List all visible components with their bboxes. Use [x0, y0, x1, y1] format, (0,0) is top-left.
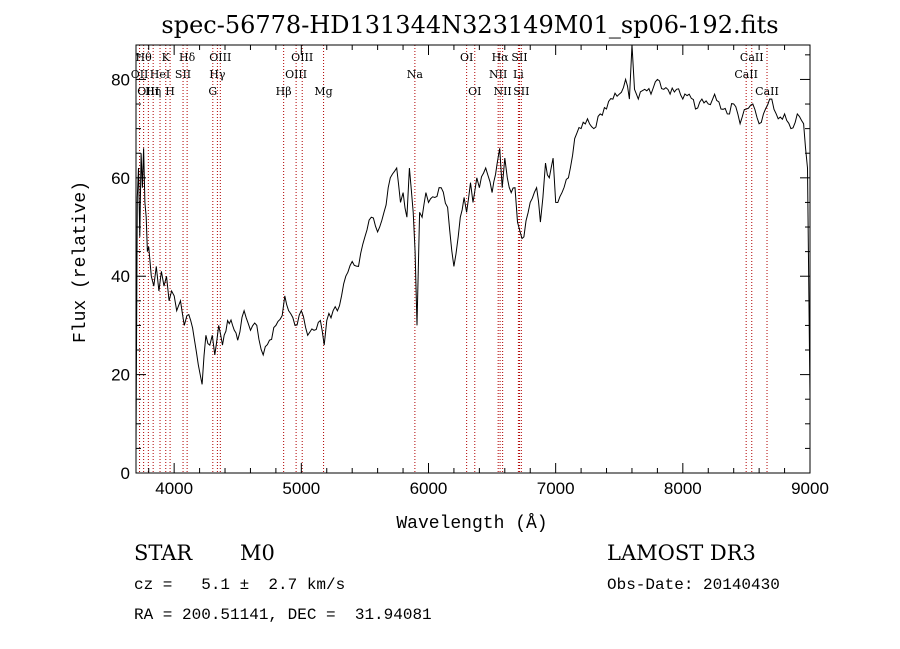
y-tick-label-4: 80: [111, 70, 130, 89]
line-label-2: OIII: [137, 85, 159, 98]
line-label-9: G: [208, 85, 217, 98]
spectrum-line: [135, 44, 811, 449]
line-label-10: Hγ: [209, 68, 226, 81]
x-axis-label: Wavelength (Å): [396, 513, 547, 534]
line-label-5: K: [162, 51, 171, 64]
line-label-24: SII: [513, 85, 529, 98]
line-label-17: OI: [460, 51, 473, 64]
chart-title: spec-56778-HD131344N323149M01_sp06-192.f…: [161, 11, 778, 39]
line-label-26: CaII: [740, 51, 764, 64]
line-label-13: OIII: [285, 68, 307, 81]
line-label-0: OII: [131, 68, 149, 81]
x-tick-label-1: 5000: [282, 479, 320, 498]
object-class: STAR: [134, 541, 193, 565]
line-label-18: OI: [468, 85, 481, 98]
line-label-14: OIII: [291, 51, 313, 64]
observation-date: Obs-Date: 20140430: [607, 576, 780, 594]
line-label-16: Na: [407, 68, 424, 81]
line-label-20: Hα: [492, 51, 510, 64]
coordinates: RA = 200.51141, DEC = 31.94081: [134, 606, 432, 624]
object-subclass: M0: [240, 541, 275, 565]
x-tick-label-4: 8000: [664, 479, 702, 498]
line-label-15: Mg: [314, 85, 332, 98]
y-tick-label-0: 0: [121, 464, 130, 483]
line-label-7: SII: [175, 68, 191, 81]
y-tick-label-3: 60: [111, 169, 130, 188]
x-tick-label-2: 6000: [410, 479, 448, 498]
line-label-8: Hδ: [179, 51, 196, 64]
spectral-line-labels: OIIHθOIIIHηHeIKHSIIHδGHγOIIIHβOIIIOIIIMg…: [131, 51, 779, 98]
y-axis-label: Flux (relative): [71, 181, 91, 343]
line-label-12: Hβ: [276, 85, 292, 98]
x-axis-ticks: 4000 5000 6000 7000 8000 9000: [148, 45, 829, 498]
line-label-6: H: [165, 85, 175, 98]
line-label-21: NII: [493, 85, 511, 98]
y-axis-ticks: 0 20 40 60 80: [111, 54, 810, 483]
plot-frame: [135, 44, 811, 474]
line-label-1: Hθ: [136, 51, 153, 64]
line-label-27: CaII: [755, 85, 779, 98]
line-label-19: NII: [489, 68, 507, 81]
line-label-25: CaII: [734, 68, 758, 81]
line-label-4: HeI: [150, 68, 170, 81]
line-label-22: Li: [513, 68, 524, 81]
y-tick-label-1: 20: [111, 366, 130, 385]
y-tick-label-2: 40: [111, 267, 130, 286]
x-tick-label-5: 9000: [791, 479, 829, 498]
survey-name: LAMOST DR3: [607, 541, 756, 565]
line-label-11: OIII: [209, 51, 231, 64]
redshift-value: cz = 5.1 ± 2.7 km/s: [134, 576, 345, 594]
line-label-23: SII: [511, 51, 527, 64]
x-tick-label-3: 7000: [537, 479, 575, 498]
x-tick-label-0: 4000: [155, 479, 193, 498]
line-label-3: Hη: [145, 85, 161, 98]
